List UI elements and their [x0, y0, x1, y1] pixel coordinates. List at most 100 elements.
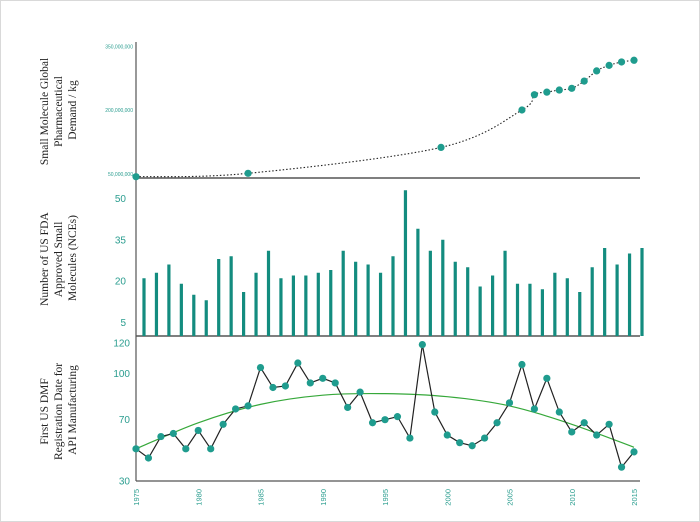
panel3-dmf-point	[393, 413, 402, 421]
panel2-ytick-label: 5	[120, 318, 126, 329]
panel3-dmf-point	[580, 419, 588, 427]
panel3-dmf-point	[505, 399, 514, 407]
panel2-bar	[217, 259, 221, 336]
panel2-ytick-label: 50	[115, 194, 127, 205]
panel1-ylabel-line-1: Small Molecule Global	[39, 58, 51, 165]
panel2-bar	[229, 256, 233, 336]
panel3-dmf-point	[431, 408, 439, 416]
panel2-bar	[590, 267, 594, 336]
panel3-dmf-point	[443, 431, 451, 439]
panel1-demand-point	[530, 91, 539, 99]
panel2-bar	[154, 272, 159, 336]
panel3-ytick-label: 30	[119, 477, 131, 488]
panel3-dmf-point	[555, 408, 563, 416]
panel2-plot: 5 20 35 50	[115, 190, 644, 336]
panel2-bar	[279, 278, 283, 336]
panel2-bar	[528, 283, 532, 336]
panel2-bar	[540, 289, 544, 336]
panel2-bar	[466, 267, 470, 336]
panel3-dmf-point	[468, 442, 476, 450]
panel3-xtick-label: 1980	[194, 489, 203, 506]
panel3-ylabel: First US DMF Registration Date for API M…	[39, 360, 79, 460]
panel2-bar	[428, 250, 432, 336]
panel1-ylabel-line-2: Pharmaceutical	[53, 76, 65, 147]
panel2-bar	[366, 264, 370, 336]
panel3-dmf-point	[593, 431, 601, 439]
panel3-plot: 30 70 100 120 1975 1980 1985 1990 1995 2000 2005 20…	[113, 339, 639, 506]
panel3-dmf-point	[605, 420, 613, 428]
panel1-plot: 50,000,000 200,000,000 350,000,000	[105, 44, 638, 181]
panel3-dmf-point	[481, 434, 489, 442]
panel2-bar	[179, 283, 183, 336]
panel1-demand-point	[630, 56, 638, 64]
panel1-demand-point	[244, 169, 252, 177]
panel2-bar	[603, 248, 607, 336]
panel3-dmf-point	[418, 340, 426, 349]
panel2-ylabel-line-2: Approved Small	[53, 222, 65, 298]
panel2-bar	[403, 190, 408, 336]
panel2-bar	[341, 250, 345, 336]
panel3-dmf-point	[356, 388, 364, 396]
panel3-dmf-point	[244, 402, 252, 410]
panel2-bar	[354, 261, 358, 336]
panel2-bar	[441, 239, 445, 336]
panel1-demand-point	[132, 173, 140, 181]
panel1-demand-point	[568, 84, 576, 92]
panel3-dmf-point	[256, 363, 265, 372]
panel3-dmf-point	[132, 445, 140, 453]
panel2-bar	[515, 283, 520, 336]
panel2-bar	[391, 256, 395, 336]
panel2-bar	[565, 278, 569, 336]
panel2-bar	[553, 272, 557, 336]
panel3-dmf-point	[207, 445, 215, 453]
panel2-bar	[615, 264, 619, 336]
panel2-bar	[204, 300, 208, 336]
panel2-bar	[329, 270, 333, 336]
panel3-ylabel-line-1: First US DMF	[39, 378, 51, 444]
panel1-demand-point	[555, 86, 563, 94]
panel3-ytick-label: 100	[113, 369, 130, 380]
panel2-bar	[640, 248, 644, 336]
panel3-ytick-label: 120	[113, 339, 130, 350]
panel3-xtick-label: 1975	[132, 489, 141, 506]
panel3-dmf-point	[144, 454, 153, 462]
panel3-dmf-point	[406, 434, 414, 442]
panel2-bar	[167, 264, 171, 336]
panel3-dmf-point	[543, 374, 551, 382]
panel1-ytick-label: 350,000,000	[105, 44, 133, 50]
panel2-ylabel-line-3: Molecules (NCEs)	[67, 215, 79, 301]
panel2-bar	[578, 292, 582, 336]
panel2-ylabel: Number of US FDA Approved Small Molecule…	[39, 210, 79, 306]
panel2-bar	[478, 286, 482, 336]
panel1-demand-point	[437, 143, 445, 151]
panel2-bar	[316, 272, 320, 336]
panel3-dmf-point	[493, 419, 501, 427]
panel3-dmf-point	[294, 359, 302, 367]
panel2-ytick-label: 35	[115, 235, 127, 246]
panel3-dmf-point	[219, 420, 227, 428]
panel1-demand-point	[543, 88, 551, 96]
panel3-dmf-point	[182, 445, 190, 453]
panel3-dmf-point	[331, 379, 339, 387]
panel3-xtick-label: 1985	[257, 489, 266, 506]
panel3-xtick-label: 1995	[381, 489, 390, 506]
panel3-dmf-point	[269, 383, 277, 392]
panel2-bar	[453, 261, 457, 336]
panel3-ylabel-line-3: API Manufacturing	[67, 365, 79, 455]
panel2-bar	[627, 253, 632, 336]
panel1-demand-point	[605, 61, 613, 69]
panel3-dmf-point	[381, 416, 389, 424]
panel3-dmf-point	[344, 403, 352, 412]
panel3-xtick-label: 2015	[630, 489, 639, 506]
panel1-demand-point	[617, 58, 626, 66]
panel2-bar	[503, 250, 507, 336]
panel2-bar	[291, 275, 295, 336]
panel2-bar	[192, 294, 196, 336]
panel3-dmf-point	[232, 405, 240, 413]
panel3-dmf-point	[530, 405, 539, 413]
panel1-ylabel: Small Molecule Global Pharmaceutical Dem…	[39, 55, 79, 165]
panel3-dmf-point	[157, 432, 165, 441]
panel3-trend-line	[135, 392, 635, 450]
panel3-dmf-point	[306, 379, 314, 387]
panel1-ytick-label: 200,000,000	[105, 108, 133, 114]
